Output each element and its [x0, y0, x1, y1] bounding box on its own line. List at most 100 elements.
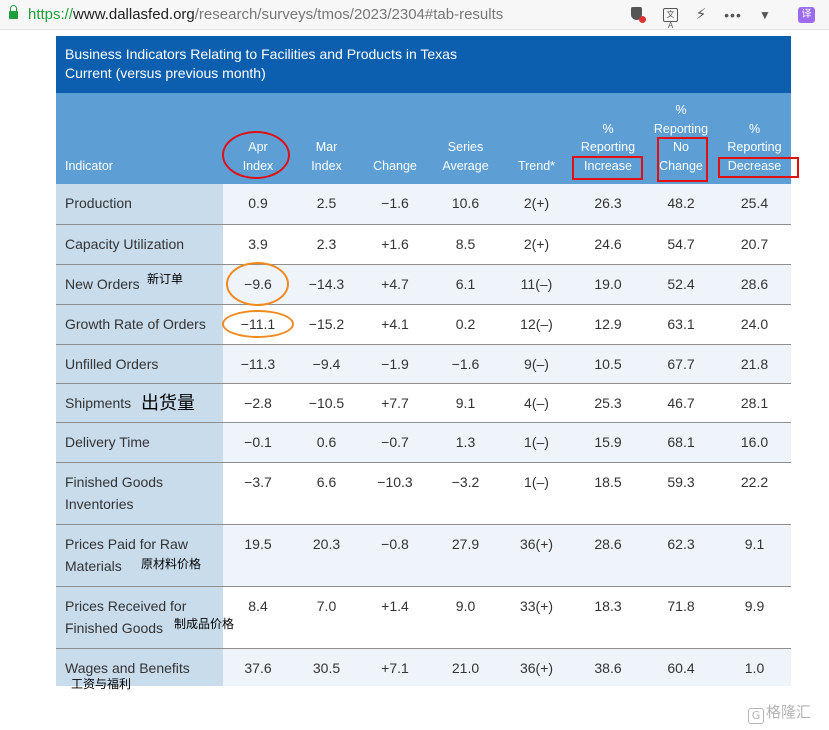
header-row: Indicator Apr Index Mar Index Change Serie…	[56, 93, 791, 184]
decrease-cell: 24.0	[718, 304, 791, 345]
increase-cell: 26.3	[572, 184, 644, 225]
table-row: Production 0.9 2.5 −1.6 10.6 2(+) 26.3 48.2 25.4	[56, 184, 791, 225]
bolt-icon[interactable]: ⚡	[695, 6, 707, 23]
nochange-cell: 46.7	[644, 383, 718, 423]
decrease-cell: 25.4	[718, 184, 791, 225]
indicator-cell: Growth Rate of Orders	[56, 304, 223, 345]
table-row: Growth Rate of Orders −11.1 −15.2 +4.1 0.2 12…	[56, 304, 791, 345]
watermark: G 格隆汇	[748, 701, 811, 724]
indicator-cell: Prices Paid for Raw Materials	[56, 524, 223, 587]
mar-cell: 20.3	[293, 524, 360, 587]
decrease-cell: 9.1	[718, 524, 791, 587]
apr-cell: 3.9	[223, 224, 293, 265]
apr-cell: −0.1	[223, 422, 293, 463]
apr-cell: 37.6	[223, 648, 293, 686]
address-bar[interactable]: https://www.dallasfed.org/research/surve…	[0, 0, 829, 30]
url-text[interactable]: https://www.dallasfed.org/research/surve…	[28, 6, 504, 23]
indicator-cell: Production	[56, 184, 223, 225]
trend-cell: 2(+)	[501, 184, 572, 225]
indicator-cell: Unfilled Orders	[56, 344, 223, 384]
decrease-cell: 22.2	[718, 462, 791, 525]
increase-cell: 38.6	[572, 648, 644, 686]
business-indicators-table: Business Indicators Relating to Faciliti…	[56, 36, 791, 686]
table-row: Prices Paid for Raw Materials 19.5 20.3 −0.8…	[56, 524, 791, 587]
nochange-cell: 71.8	[644, 586, 718, 649]
indicator-cell: Delivery Time	[56, 422, 223, 463]
indicator-cell: Prices Received for Finished Goods	[56, 586, 223, 649]
change-cell: +7.1	[360, 648, 430, 686]
mar-cell: −14.3	[293, 264, 360, 305]
indicator-cell: Shipments	[56, 383, 223, 423]
decrease-cell: 20.7	[718, 224, 791, 265]
table-row: Delivery Time −0.1 0.6 −0.7 1.3 1(–) 15.9 68.1 1…	[56, 422, 791, 463]
note-wages: 工资与福利	[71, 677, 132, 691]
indicator-cell: New Orders	[56, 264, 223, 305]
increase-cell: 15.9	[572, 422, 644, 463]
increase-cell: 24.6	[572, 224, 644, 265]
mar-cell: 30.5	[293, 648, 360, 686]
trend-cell: 1(–)	[501, 462, 572, 525]
decrease-cell: 16.0	[718, 422, 791, 463]
trend-cell: 11(–)	[501, 264, 572, 305]
note-new-orders: 新订单	[147, 272, 184, 286]
chevron-down-icon[interactable]: ▼	[759, 8, 771, 22]
apr-cell: −9.6	[223, 264, 293, 305]
change-cell: −10.3	[360, 462, 430, 525]
apr-cell: 0.9	[223, 184, 293, 225]
apr-cell: −3.7	[223, 462, 293, 525]
increase-cell: 18.5	[572, 462, 644, 525]
col-indicator: Indicator	[56, 93, 223, 184]
nochange-cell: 68.1	[644, 422, 718, 463]
apr-cell: 19.5	[223, 524, 293, 587]
mar-cell: 0.6	[293, 422, 360, 463]
series-cell: −3.2	[430, 462, 501, 525]
nochange-cell: 67.7	[644, 344, 718, 384]
col-change: Change	[360, 93, 430, 184]
more-icon[interactable]: •••	[724, 7, 742, 23]
apr-cell: −2.8	[223, 383, 293, 423]
nochange-cell: 48.2	[644, 184, 718, 225]
decrease-cell: 28.6	[718, 264, 791, 305]
apr-cell: 8.4	[223, 586, 293, 649]
increase-cell: 10.5	[572, 344, 644, 384]
nochange-cell: 54.7	[644, 224, 718, 265]
decrease-cell: 9.9	[718, 586, 791, 649]
shield-icon[interactable]	[628, 6, 646, 24]
change-cell: +1.4	[360, 586, 430, 649]
col-reporting-increase: % Reporting Increase	[572, 93, 644, 184]
series-cell: 10.6	[430, 184, 501, 225]
trend-cell: 4(–)	[501, 383, 572, 423]
lock-icon[interactable]	[9, 5, 18, 19]
note-finished-goods: 制成品价格	[174, 617, 235, 631]
change-cell: +7.7	[360, 383, 430, 423]
increase-cell: 12.9	[572, 304, 644, 345]
col-series-average: Series Average	[430, 93, 501, 184]
change-cell: −1.6	[360, 184, 430, 225]
decrease-cell: 1.0	[718, 648, 791, 686]
table-row: Wages and Benefits 37.6 30.5 +7.1 21.0 36(+) 3…	[56, 648, 791, 686]
series-cell: 1.3	[430, 422, 501, 463]
change-cell: +4.7	[360, 264, 430, 305]
nochange-cell: 60.4	[644, 648, 718, 686]
translate-icon[interactable]: 文A	[662, 6, 680, 30]
series-cell: 27.9	[430, 524, 501, 587]
series-cell: −1.6	[430, 344, 501, 384]
change-cell: −0.8	[360, 524, 430, 587]
series-cell: 0.2	[430, 304, 501, 345]
table-row: Unfilled Orders −11.3 −9.4 −1.9 −1.6 9(–) 10.5…	[56, 344, 791, 384]
trend-cell: 12(–)	[501, 304, 572, 345]
mar-cell: −10.5	[293, 383, 360, 423]
col-reporting-no-change: % Reporting No Change	[644, 93, 718, 184]
decrease-cell: 21.8	[718, 344, 791, 384]
indicator-cell: Finished Goods Inventories	[56, 462, 223, 525]
apr-cell: −11.3	[223, 344, 293, 384]
change-cell: −1.9	[360, 344, 430, 384]
col-reporting-decrease: % Reporting Decrease	[718, 93, 791, 184]
col-mar-index: Mar Index	[293, 93, 360, 184]
table-title: Business Indicators Relating to Faciliti…	[56, 36, 791, 93]
series-cell: 8.5	[430, 224, 501, 265]
table-row: Finished Goods Inventories −3.7 6.6 −10.3 −3.…	[56, 462, 791, 525]
increase-cell: 28.6	[572, 524, 644, 587]
mar-cell: 2.5	[293, 184, 360, 225]
translate-extension-icon[interactable]: 译	[798, 7, 815, 23]
